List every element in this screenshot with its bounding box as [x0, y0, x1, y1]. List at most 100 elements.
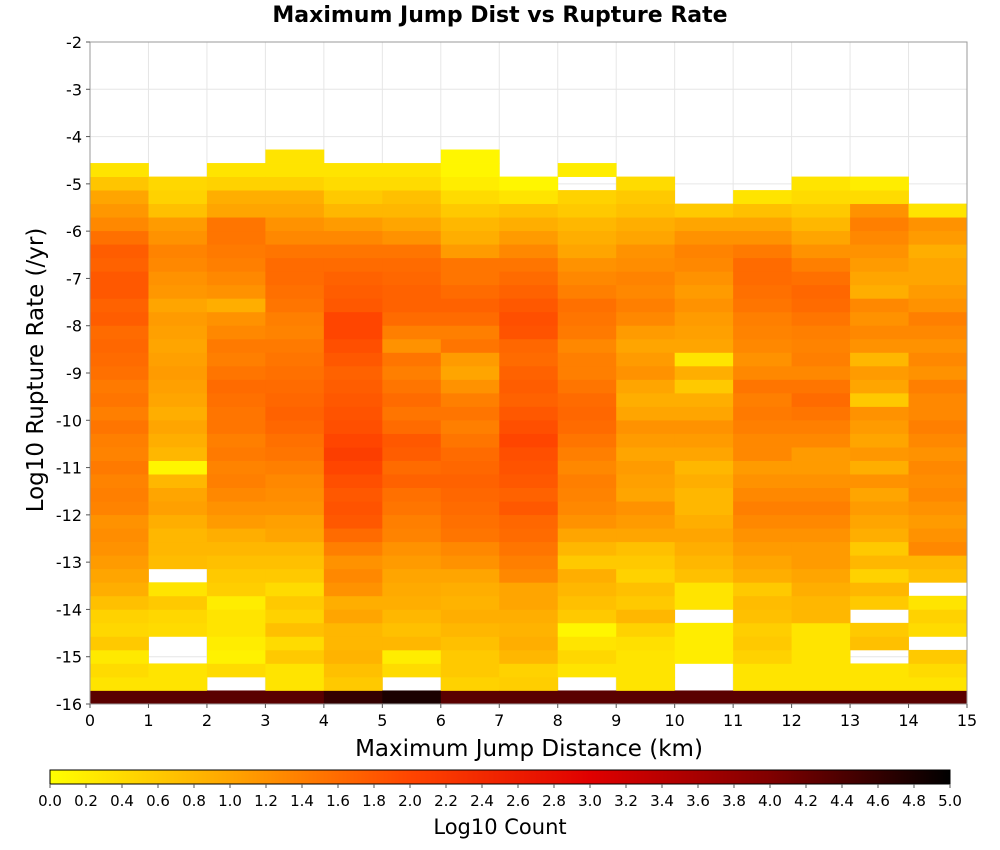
heatmap-cell	[440, 487, 500, 502]
heatmap-cell	[323, 420, 383, 434]
heatmap-cell	[791, 190, 851, 205]
heatmap-cell	[382, 487, 442, 502]
heatmap-cell	[148, 271, 208, 286]
heatmap-cell	[499, 649, 559, 664]
y-tick-label: -6	[66, 222, 82, 241]
heatmap-cell	[908, 528, 968, 543]
heatmap-cell	[440, 541, 500, 556]
heatmap-cell	[850, 203, 909, 218]
heatmap-cell	[382, 190, 442, 205]
heatmap-cell	[148, 447, 208, 461]
colorbar-tick-label: 2.0	[398, 792, 422, 810]
heatmap-cell	[733, 352, 792, 367]
heatmap-cell	[499, 501, 559, 516]
heatmap-cell	[616, 555, 676, 570]
heatmap-cell	[323, 325, 383, 340]
heatmap-cell	[850, 338, 909, 353]
heatmap-cell	[733, 501, 792, 516]
heatmap-cell	[674, 501, 734, 516]
heatmap-cell	[733, 622, 792, 637]
heatmap-cell	[382, 622, 442, 637]
heatmap-cell	[440, 636, 500, 651]
heatmap-cell	[557, 352, 617, 367]
x-tick-label: 14	[898, 711, 918, 730]
heatmap-cell	[733, 609, 792, 624]
heatmap-cell	[791, 541, 851, 556]
x-tick-label: 5	[377, 711, 387, 730]
heatmap-cell	[382, 447, 442, 461]
heatmap-cell	[440, 176, 500, 191]
heatmap-cell	[382, 474, 442, 489]
heatmap-cell	[499, 311, 559, 326]
heatmap-cell	[265, 190, 325, 205]
heatmap-cell	[674, 244, 734, 259]
heatmap-cell	[440, 514, 500, 529]
heatmap-cell	[440, 649, 500, 664]
heatmap-cell	[382, 636, 442, 651]
heatmap-cell	[791, 338, 851, 353]
heatmap-cell	[908, 271, 968, 286]
x-tick-label: 1	[143, 711, 153, 730]
heatmap-cell	[791, 420, 851, 434]
heatmap-cell	[674, 338, 734, 353]
heatmap-cell	[733, 690, 792, 705]
heatmap-cell	[674, 447, 734, 461]
heatmap-cell	[850, 447, 909, 461]
heatmap-cell	[791, 609, 851, 624]
heatmap-cell	[616, 609, 676, 624]
heatmap-cell	[791, 298, 851, 313]
heatmap-cell	[616, 487, 676, 502]
heatmap-cell	[791, 622, 851, 637]
heatmap-cell	[908, 230, 968, 245]
heatmap-cell	[557, 338, 617, 353]
y-tick-label: -5	[66, 175, 82, 194]
heatmap-cell	[323, 392, 383, 407]
heatmap-cell	[557, 406, 617, 421]
heatmap-cell	[850, 676, 909, 691]
heatmap-cell	[791, 271, 851, 286]
heatmap-cell	[265, 555, 325, 570]
heatmap-cell	[265, 365, 325, 380]
heatmap-cell	[323, 217, 383, 232]
heatmap-cell	[850, 217, 909, 232]
x-tick-label: 12	[781, 711, 801, 730]
colorbar-tick-label: 1.8	[362, 792, 386, 810]
heatmap-cell	[265, 352, 325, 367]
heatmap-cell	[791, 244, 851, 259]
heatmap-cell	[557, 663, 617, 678]
heatmap-cell	[148, 257, 208, 272]
heatmap-cell	[733, 460, 792, 475]
heatmap-cell	[850, 271, 909, 286]
heatmap-cell	[791, 203, 851, 218]
heatmap-cell	[733, 230, 792, 245]
heatmap-cell	[323, 676, 383, 691]
heatmap-cell	[440, 460, 500, 475]
heatmap-cell	[148, 203, 208, 218]
heatmap-cell	[382, 392, 442, 407]
heatmap-cell	[674, 460, 734, 475]
heatmap-cell	[90, 284, 149, 299]
heatmap-cell	[557, 190, 617, 205]
heatmap-cell	[557, 420, 617, 434]
heatmap-cell	[908, 338, 968, 353]
heatmap-cell	[148, 474, 208, 489]
heatmap-cell	[557, 690, 617, 705]
heatmap-cell	[206, 311, 266, 326]
heatmap-cell	[265, 568, 325, 583]
heatmap-cell	[908, 460, 968, 475]
heatmap-cell	[90, 541, 149, 556]
heatmap-cell	[206, 420, 266, 434]
heatmap-cell	[382, 528, 442, 543]
heatmap-cell	[616, 636, 676, 651]
heatmap-cell	[674, 528, 734, 543]
heatmap-cell	[265, 460, 325, 475]
heatmap-cell	[148, 541, 208, 556]
heatmap-cell	[382, 433, 442, 448]
heatmap-cell	[323, 528, 383, 543]
heatmap-cell	[850, 298, 909, 313]
heatmap-cell	[148, 176, 208, 191]
heatmap-cell	[206, 649, 266, 664]
y-tick-label: -16	[56, 695, 82, 714]
heatmap-cell	[674, 622, 734, 637]
heatmap-cell	[90, 352, 149, 367]
